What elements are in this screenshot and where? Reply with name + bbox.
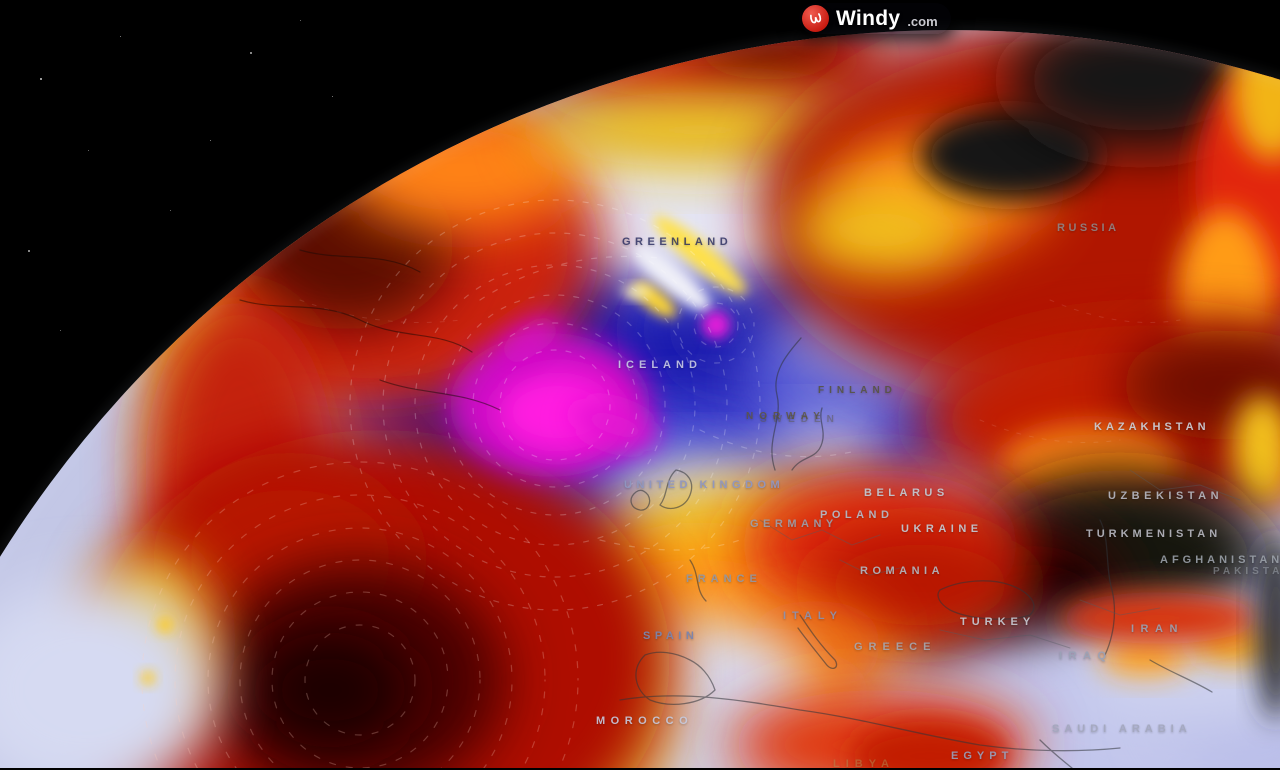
country-label-italy: ITALY bbox=[783, 610, 843, 622]
windy-logo[interactable]: Windy .com bbox=[799, 3, 951, 34]
windy-swirl-icon bbox=[802, 5, 829, 32]
country-label-egypt: EGYPT bbox=[951, 750, 1014, 762]
country-label-saudi-arabia: SAUDI ARABIA bbox=[1052, 723, 1192, 735]
country-label-spain: SPAIN bbox=[643, 630, 699, 642]
country-label-ukraine: UKRAINE bbox=[901, 523, 983, 535]
country-label-iceland: ICELAND bbox=[618, 359, 702, 371]
country-label-pakistan: PAKISTAN bbox=[1213, 566, 1280, 577]
windy-tld-text: .com bbox=[907, 14, 938, 29]
country-label-greenland: GREENLAND bbox=[622, 236, 733, 248]
globe-rim bbox=[0, 30, 1280, 561]
country-label-morocco: MOROCCO bbox=[596, 715, 694, 727]
country-label-poland: POLAND bbox=[820, 509, 894, 521]
country-label-greece: GREECE bbox=[854, 641, 937, 653]
country-label-kazakhstan: KAZAKHSTAN bbox=[1094, 421, 1210, 433]
country-label-united-kingdom: UNITED KINGDOM bbox=[624, 479, 785, 491]
country-label-belarus: BELARUS bbox=[864, 487, 949, 499]
windy-brand-text: Windy bbox=[836, 6, 901, 30]
country-label-uzbekistan: UZBEKISTAN bbox=[1108, 490, 1224, 502]
country-label-sweden: SWEDEN bbox=[760, 414, 840, 425]
wind-streaks bbox=[141, 199, 1181, 768]
country-label-turkey: TURKEY bbox=[960, 616, 1036, 628]
country-label-france: FRANCE bbox=[686, 573, 762, 585]
country-label-finland: FINLAND bbox=[818, 385, 897, 396]
country-label-turkmenistan: TURKMENISTAN bbox=[1086, 528, 1222, 540]
country-label-libya: LIBYA bbox=[833, 758, 895, 770]
country-label-iran: IRAN bbox=[1131, 623, 1184, 635]
country-label-iraq: IRAQ bbox=[1059, 650, 1113, 662]
country-label-russia: RUSSIA bbox=[1057, 222, 1120, 234]
country-label-germany: GERMANY bbox=[750, 518, 838, 530]
country-label-norway: NORWAY bbox=[746, 411, 826, 422]
coastline-borders bbox=[239, 249, 1241, 768]
country-label-afghanistan: AFGHANISTAN bbox=[1160, 554, 1280, 566]
country-label-romania: ROMANIA bbox=[860, 565, 945, 577]
